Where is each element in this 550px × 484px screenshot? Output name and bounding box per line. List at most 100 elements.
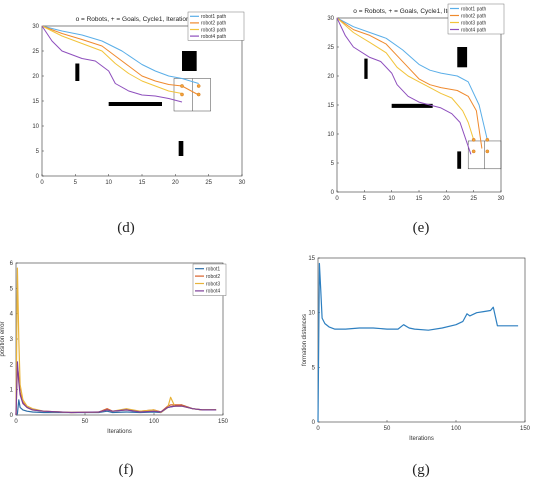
series-line-1: [317, 262, 519, 423]
y-tick-label: 30: [327, 16, 334, 22]
x-tick-label: 0: [14, 419, 18, 425]
x-tick-label: 150: [218, 419, 229, 425]
y-tick-label: 0: [36, 174, 40, 180]
panel-label-g: (g): [412, 462, 430, 478]
axes-frame: [317, 257, 526, 423]
y-tick-label: 25: [327, 45, 334, 51]
y-tick-label: 15: [32, 99, 39, 105]
plot-g: 0 50 100 150 0 5 10 15 Iterations formation dista…: [302, 256, 531, 442]
x-tick-label: 15: [139, 180, 146, 186]
panel-label-e: (e): [413, 220, 430, 236]
y-tick-label: 15: [308, 256, 315, 262]
x-tick-label: 0: [316, 426, 320, 432]
robot-marker: [196, 84, 201, 88]
x-tick-label: 100: [149, 419, 160, 425]
y-tick-label: 0: [312, 420, 316, 426]
x-tick-label: 0: [335, 196, 339, 202]
robot-marker: [485, 149, 490, 154]
plot-e: 0 5 10 15 20 25 30 0 5 10 15 20 25 30 o = Robots, + = …: [327, 3, 505, 202]
y-tick-label: 3: [10, 337, 14, 343]
series-line-1: [41, 25, 199, 84]
x-tick-label: 100: [451, 426, 462, 432]
series-line-1: [336, 17, 488, 140]
y-tick-label: 0: [331, 190, 335, 196]
x-tick-label: 30: [498, 196, 505, 202]
y-tick-label: 6: [10, 261, 14, 267]
y-tick-label: 10: [308, 311, 315, 317]
x-tick-label: 20: [172, 180, 179, 186]
series-line-2: [41, 25, 199, 96]
legend-label: robot4 path: [201, 34, 227, 40]
axes-frame: [41, 25, 243, 177]
obstacle: [178, 141, 184, 156]
robot-marker: [196, 92, 201, 97]
x-tick-label: 50: [82, 419, 89, 425]
series-line-2: [336, 17, 483, 149]
y-tick-label: 0: [10, 413, 14, 419]
legend-label: robot2 path: [201, 21, 227, 27]
legend-label: robot4 path: [461, 27, 487, 33]
y-axis-title: position error: [0, 321, 6, 356]
x-axis-title: Iterations: [107, 429, 132, 435]
legend-label: robot3 path: [201, 27, 227, 33]
plot-d: 0 5 10 15 20 25 30 0 5 10 15 20 25 30 o = Robots, + = …: [32, 11, 246, 186]
x-tick-label: 15: [416, 196, 423, 202]
x-tick-label: 25: [470, 196, 477, 202]
legend-label: robot1 path: [461, 6, 487, 12]
x-tick-label: 5: [74, 180, 78, 186]
x-tick-label: 10: [388, 196, 395, 202]
obstacle: [182, 51, 197, 71]
robot-marker: [471, 137, 476, 142]
y-tick-label: 30: [32, 24, 39, 30]
x-tick-label: 150: [520, 426, 531, 432]
x-tick-label: 50: [384, 426, 391, 432]
obstacle: [108, 102, 162, 106]
robot-marker: [180, 84, 184, 88]
obstacle: [457, 151, 462, 169]
robot-marker: [485, 137, 490, 142]
x-tick-label: 30: [239, 180, 246, 186]
legend-label: robot2: [206, 274, 220, 280]
y-tick-label: 15: [327, 103, 334, 109]
y-tick-label: 4: [10, 312, 14, 318]
y-tick-label: 5: [10, 286, 14, 292]
plot-title: o = Robots, + = Goals, Cycle1, Iteration…: [353, 8, 478, 15]
panel-label-d: (d): [117, 220, 135, 236]
y-tick-label: 5: [36, 149, 40, 155]
x-tick-label: 25: [205, 180, 212, 186]
x-axis-title: Iterations: [409, 436, 434, 442]
robot-marker: [471, 149, 476, 154]
y-tick-label: 10: [327, 132, 334, 138]
x-tick-label: 5: [363, 196, 367, 202]
y-tick-label: 1: [10, 388, 14, 394]
x-tick-label: 0: [40, 180, 44, 186]
y-tick-label: 20: [32, 74, 39, 80]
axes-frame: [15, 262, 224, 416]
obstacle: [75, 63, 80, 81]
legend-label: robot3 path: [461, 20, 487, 26]
y-axis-title: formation distances: [302, 314, 308, 366]
series-line-3: [41, 25, 183, 94]
y-tick-label: 5: [331, 161, 335, 167]
legend-label: robot1 path: [201, 14, 227, 20]
y-tick-label: 10: [32, 124, 39, 130]
plot-title: o = Robots, + = Goals, Cycle1, Iteration…: [76, 16, 201, 23]
x-tick-label: 10: [105, 180, 112, 186]
legend-label: robot3: [206, 281, 220, 287]
y-tick-label: 25: [32, 49, 39, 55]
legend-label: robot1: [206, 267, 220, 273]
y-tick-label: 2: [10, 362, 14, 368]
legend-label: robot2 path: [461, 13, 487, 19]
robot-marker: [180, 92, 184, 97]
y-tick-label: 20: [327, 74, 334, 80]
x-tick-label: 20: [443, 196, 450, 202]
panel-label-f: (f): [119, 462, 134, 478]
obstacle: [457, 47, 468, 68]
series-line-4: [15, 361, 217, 416]
plot-f: 0 50 100 150 0 1 2 3 4 5 6 Iterations position error…: [0, 261, 229, 435]
y-tick-label: 5: [312, 365, 316, 371]
